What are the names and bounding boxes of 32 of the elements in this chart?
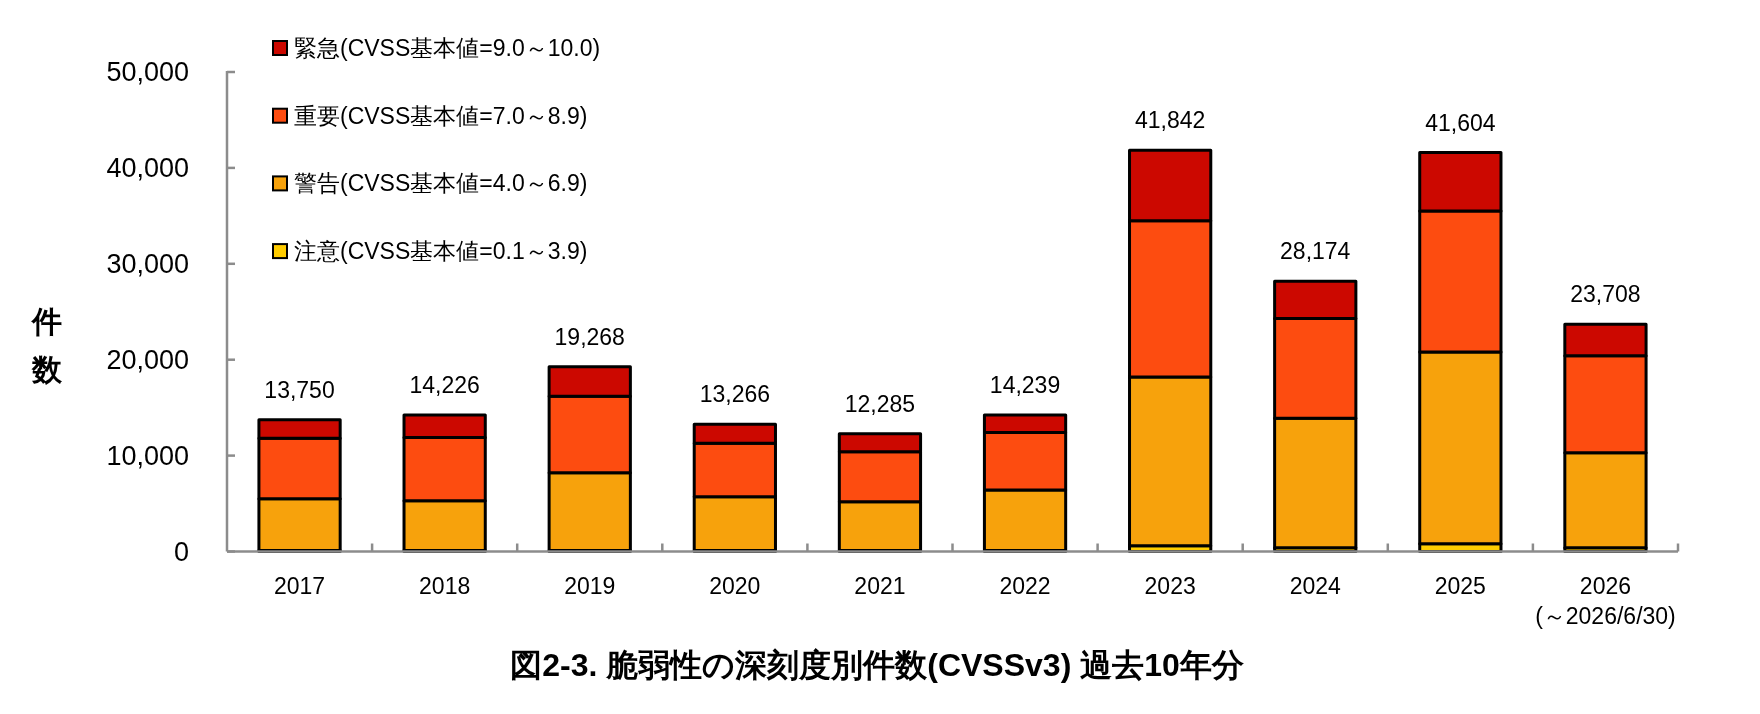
x-tick-label: 2020 (709, 572, 761, 599)
total-label: 14,239 (989, 371, 1061, 398)
total-label: 28,174 (1280, 238, 1351, 265)
total-label: 41,604 (1425, 109, 1496, 136)
x-tick-label: 2017 (273, 572, 326, 599)
y-tick-label: 30,000 (106, 248, 189, 279)
x-tick-label: 2022 (999, 572, 1051, 599)
x-tick-label: 2019 (564, 572, 616, 599)
x-tick-label: 2018 (419, 572, 471, 599)
total-label: 13,750 (264, 376, 335, 403)
legend-label: 緊急(CVSS基本値=9.0～10.0) (294, 35, 601, 61)
y-tick-label: 10,000 (106, 440, 189, 471)
legend-label: 警告(CVSS基本値=4.0～6.9) (294, 170, 588, 197)
total-label: 12,285 (844, 390, 916, 417)
total-label: 19,268 (554, 323, 625, 350)
x-tick-label: 2021 (854, 572, 906, 599)
total-label: 23,708 (1570, 281, 1641, 308)
total-label: 14,226 (409, 372, 480, 399)
text: 図2-3. 脆弱性の深刻度別件数(CVSSv3) 過去10年分 (510, 647, 1244, 683)
y-tick-label: 40,000 (106, 152, 189, 183)
x-tick-label: 2025 (1434, 572, 1486, 599)
y-tick-label: 20,000 (106, 344, 189, 375)
total-label: 41,842 (1134, 107, 1206, 134)
x-tick-label: 2023 (1144, 572, 1196, 599)
x-tick-label: 2024 (1289, 572, 1342, 599)
total-label: 13,266 (699, 381, 771, 408)
y-axis-title: 件数 (31, 305, 63, 386)
legend-label: 重要(CVSS基本値=7.0～8.9) (294, 102, 588, 129)
legend-label: 注意(CVSS基本値=0.1～3.9) (294, 238, 588, 265)
y-tick-label: 0 (173, 536, 189, 567)
x-tick-label: 2026 (～2026/6/30) (1535, 572, 1676, 629)
y-tick-label: 50,000 (106, 57, 189, 87)
